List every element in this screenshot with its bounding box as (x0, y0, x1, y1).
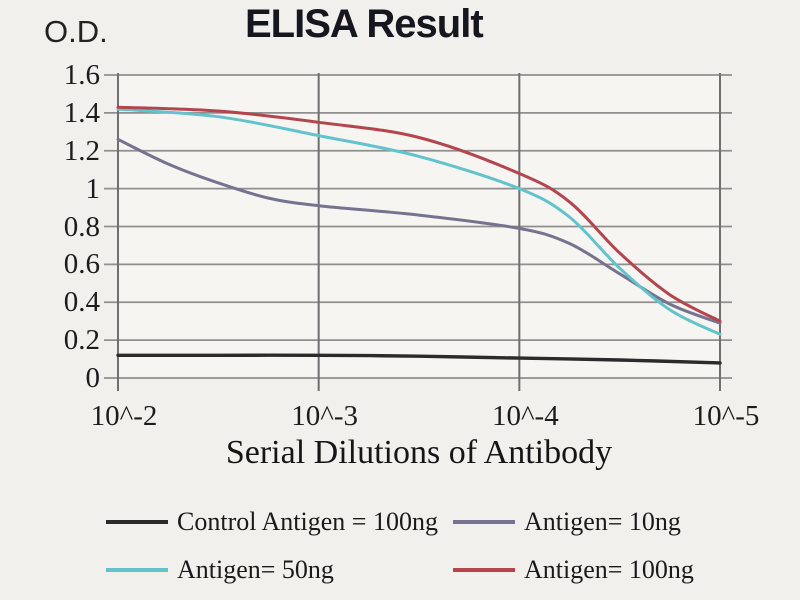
x-tick-label: 10^-4 (491, 400, 559, 432)
y-tick-label: 1.2 (63, 134, 100, 167)
x-tick-label: 10^-3 (291, 400, 359, 432)
y-tick-label: 0.2 (63, 324, 100, 357)
legend-label: Control Antigen = 100ng (177, 507, 438, 536)
data-curves (116, 105, 722, 365)
gridlines (104, 73, 732, 391)
y-tick-label: 0.6 (63, 248, 100, 281)
legend: Control Antigen = 100ng Antigen= 10ng Anti… (106, 498, 694, 594)
legend-line-swatch (453, 520, 515, 524)
curve-antigen-10ng (116, 137, 722, 325)
y-tick-label: 1.6 (63, 59, 100, 91)
y-tick-label: 0.8 (63, 210, 100, 243)
curve-antigen-100ng (116, 105, 722, 323)
legend-label: Antigen= 100ng (524, 555, 694, 584)
y-axis-unit-label: O.D. (44, 14, 108, 49)
curve-control-antigen-100ng (116, 353, 722, 365)
y-tick-label: 0 (85, 362, 101, 394)
legend-label: Antigen= 10ng (524, 507, 681, 536)
legend-label: Antigen= 50ng (177, 555, 334, 584)
legend-line-swatch (106, 568, 168, 572)
x-tick-label: 10^-2 (90, 400, 158, 432)
plot-area (104, 73, 732, 391)
legend-item: Antigen= 50ng (106, 555, 453, 585)
curve-antigen-50ng (116, 107, 722, 336)
legend-item: Control Antigen = 100ng (106, 507, 453, 537)
legend-line-swatch (106, 520, 168, 524)
legend-item: Antigen= 100ng (453, 555, 694, 585)
y-tick-label: 1 (85, 172, 101, 205)
y-tick-label: 1.4 (63, 96, 100, 129)
legend-item: Antigen= 10ng (453, 507, 694, 537)
x-tick-label: 10^-5 (692, 400, 760, 432)
x-axis-title: Serial Dilutions of Antibody (225, 434, 613, 471)
y-tick-label: 0.4 (63, 286, 100, 319)
legend-line-swatch (453, 568, 515, 572)
chart-title: ELISA Result (245, 2, 484, 46)
